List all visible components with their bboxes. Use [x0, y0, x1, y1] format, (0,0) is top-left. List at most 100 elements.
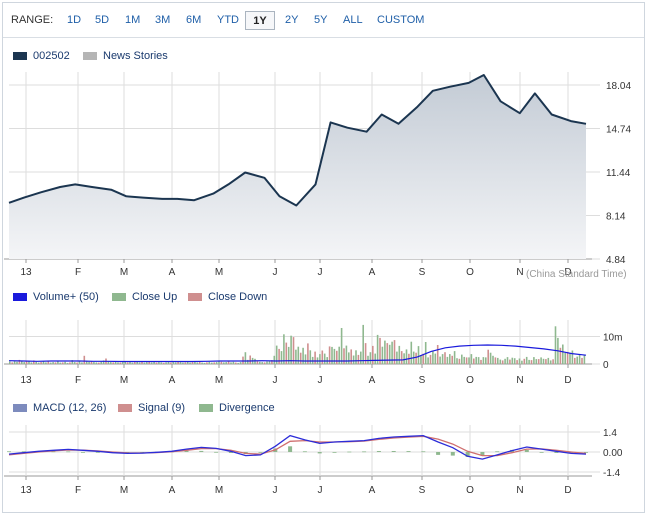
volume-bar: [191, 362, 194, 364]
volume-bar: [189, 362, 191, 364]
volume-bar: [98, 362, 100, 364]
volume-bar: [230, 362, 232, 364]
volume-bar: [138, 362, 141, 364]
volume-bar: [54, 362, 57, 364]
volume-bar: [110, 362, 112, 364]
range-1y-button[interactable]: 1Y: [245, 11, 275, 30]
volume-bar: [170, 362, 172, 364]
volume-bar: [100, 361, 102, 364]
volume-bar: [143, 362, 146, 364]
volume-bar: [93, 362, 95, 364]
macd-chart[interactable]: 1.4 0.00 -1.4 13 F M A M J J A S O N D: [4, 425, 623, 496]
volume-bar: [177, 361, 179, 365]
price-y-tick-label: 14.74: [606, 125, 631, 136]
volume-bar: [61, 362, 64, 364]
volume-bar: [451, 355, 453, 365]
volume-bar: [456, 358, 458, 364]
legend-item-close-up[interactable]: Close Up: [112, 291, 177, 303]
volume-bar: [198, 361, 201, 364]
volume-bar: [323, 353, 326, 364]
range-all-button[interactable]: ALL: [343, 14, 363, 26]
volume-bar: [501, 360, 504, 364]
range-3m-button[interactable]: 3M: [155, 14, 171, 26]
volume-bar: [268, 361, 271, 364]
volume-bar: [162, 362, 165, 364]
divergence-bar: [524, 449, 529, 452]
volume-bar: [280, 351, 283, 364]
macd-y-tick-label: -1.4: [603, 468, 621, 479]
volume-bar: [475, 356, 477, 364]
volume-bar: [417, 346, 420, 364]
legend-swatch-signal: [118, 404, 132, 412]
volume-bar: [227, 361, 230, 365]
range-ytd-button[interactable]: YTD: [217, 14, 239, 26]
legend-item-news[interactable]: News Stories: [83, 50, 168, 62]
volume-bar: [45, 362, 47, 364]
price-chart[interactable]: 18.04 14.74 11.44 8.14 4.84 13 F M A M J J A S O N D(Chi…: [4, 72, 631, 280]
legend-item-macd[interactable]: MACD (12, 26): [13, 402, 106, 414]
range-6m-button[interactable]: 6M: [186, 14, 202, 26]
volume-bar: [509, 359, 511, 364]
range-bar: RANGE: 1D 5D 1M 3M 6M YTD 1Y 2Y 5Y ALL C…: [3, 3, 644, 38]
volume-bar: [379, 337, 381, 364]
volume-bar: [85, 360, 88, 364]
macd-x-tick-label: O: [466, 485, 474, 496]
volume-bar: [340, 328, 343, 364]
price-y-tick-label: 4.84: [606, 255, 626, 266]
range-custom-button[interactable]: CUSTOM: [377, 14, 425, 26]
volume-chart[interactable]: 10m 0 13 F M A M J J A S O N D: [4, 320, 622, 386]
volume-bar: [581, 357, 583, 364]
range-1d-button[interactable]: 1D: [67, 14, 82, 26]
volume-bar: [112, 362, 114, 364]
volume-bar: [13, 360, 16, 364]
legend-item-002502[interactable]: 002502: [13, 50, 70, 62]
macd-x-tick-label: F: [75, 485, 81, 496]
volume-bar: [194, 361, 196, 364]
volume-bar: [410, 341, 413, 364]
volume-bar: [473, 358, 475, 364]
volume-bar: [578, 354, 581, 364]
volume-bar: [299, 352, 302, 364]
volume-bar: [218, 361, 220, 365]
volume-bar: [30, 362, 33, 364]
volume-bar: [492, 355, 494, 365]
legend-item-signal[interactable]: Signal (9): [118, 402, 185, 414]
volume-bar: [463, 356, 465, 364]
volume-bar: [88, 361, 90, 364]
volume-bar: [196, 362, 199, 364]
volume-bar: [355, 350, 357, 365]
volume-bar: [211, 362, 213, 364]
divergence-bar: [376, 451, 381, 452]
volume-bar: [439, 356, 441, 364]
volume-bar: [576, 356, 578, 364]
legend-item-divergence[interactable]: Divergence: [199, 402, 275, 414]
price-x-tick-label: O: [466, 267, 474, 278]
divergence-bar: [7, 451, 11, 453]
volume-bar: [357, 354, 360, 364]
range-1m-button[interactable]: 1M: [125, 14, 141, 26]
divergence-bar: [436, 452, 441, 455]
volume-bar: [307, 343, 309, 364]
volume-bar: [540, 357, 542, 364]
range-5y-button[interactable]: 5Y: [314, 14, 328, 26]
volume-bar: [537, 359, 540, 364]
volume-bar: [321, 350, 324, 364]
legend-item-volume[interactable]: Volume+ (50): [13, 291, 99, 303]
volume-bar: [511, 357, 514, 364]
volume-bar: [155, 362, 158, 364]
legend-item-close-down[interactable]: Close Down: [188, 291, 267, 303]
volume-bar: [186, 361, 189, 364]
range-2y-button[interactable]: 2Y: [285, 14, 299, 26]
legend-swatch-divergence: [199, 404, 213, 412]
volume-x-tick-label: D: [564, 375, 571, 386]
volume-bar: [283, 334, 285, 364]
range-5d-button[interactable]: 5D: [95, 14, 110, 26]
legend-label-news: News Stories: [103, 50, 168, 62]
volume-bar: [352, 355, 355, 364]
volume-bar: [172, 362, 175, 364]
volume-bar: [487, 349, 489, 364]
volume-bar: [237, 362, 239, 364]
divergence-bar: [495, 451, 500, 453]
volume-bar: [273, 355, 276, 365]
volume-bar: [441, 354, 444, 364]
